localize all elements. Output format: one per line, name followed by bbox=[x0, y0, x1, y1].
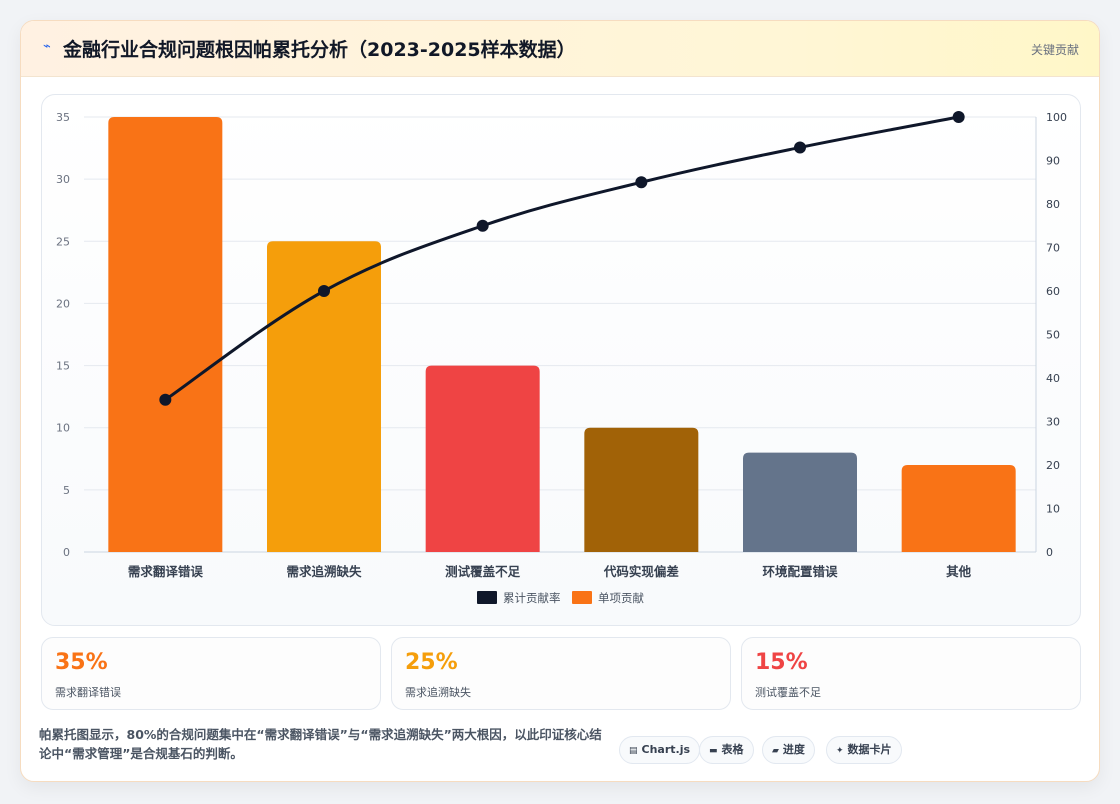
progress-icon: ▰ bbox=[772, 746, 779, 756]
bar-4 bbox=[584, 427, 699, 552]
cumulative-point-3 bbox=[476, 219, 489, 232]
y-right-tick-label: 100 bbox=[1046, 111, 1067, 124]
cumulative-point-2 bbox=[318, 285, 330, 297]
y-left-tick-label: 10 bbox=[56, 422, 70, 435]
chart-icon: ▤ bbox=[629, 746, 638, 756]
stat-label: 需求追溯缺失 bbox=[405, 686, 471, 699]
bar-5 bbox=[743, 452, 857, 552]
y-left-tick-label: 15 bbox=[56, 360, 70, 373]
y-right-tick-label: 20 bbox=[1046, 459, 1060, 472]
sparkle-icon: ✦ bbox=[836, 746, 844, 756]
bar-3 bbox=[425, 365, 540, 552]
summary-text: 帕累托图显示，80%的合规问题集中在“需求翻译错误”与“需求追溯缺失”两大根因，… bbox=[39, 727, 602, 761]
bar-6 bbox=[901, 465, 1016, 552]
y-left-tick-label: 5 bbox=[63, 484, 70, 497]
y-left-tick-label: 35 bbox=[56, 111, 70, 124]
tag-label: 进度 bbox=[782, 743, 805, 756]
y-right-tick-label: 10 bbox=[1046, 503, 1060, 516]
y-right-tick-label: 70 bbox=[1046, 242, 1060, 255]
stat-card-3: 15% 测试覆盖不足 bbox=[741, 637, 1081, 710]
y-left-tick-label: 20 bbox=[56, 297, 70, 310]
table-icon: ▬ bbox=[709, 746, 718, 756]
cumulative-point-5 bbox=[794, 141, 806, 154]
bar-1 bbox=[108, 117, 223, 552]
y-left-tick-label: 25 bbox=[56, 235, 70, 248]
card-header: ⌁ 金融行业合规问题根因帕累托分析（2023-2025样本数据） 关键贡献 bbox=[21, 21, 1099, 77]
x-tick-label: 代码实现偏差 bbox=[603, 564, 679, 579]
stat-label: 测试覆盖不足 bbox=[755, 686, 821, 699]
y-right-tick-label: 90 bbox=[1046, 155, 1060, 168]
tag-label: 表格 bbox=[721, 743, 744, 756]
tag-label: Chart.js bbox=[641, 743, 691, 756]
y-right-tick-label: 50 bbox=[1046, 329, 1060, 342]
stat-label: 需求翻译错误 bbox=[55, 686, 121, 699]
cumulative-line bbox=[164, 115, 959, 401]
lightning-icon: ⌁ bbox=[43, 39, 51, 54]
cumulative-point-6 bbox=[952, 111, 965, 123]
x-tick-label: 其他 bbox=[946, 564, 972, 579]
tag-label: 数据卡片 bbox=[847, 743, 892, 756]
x-tick-label: 需求翻译错误 bbox=[128, 564, 204, 579]
stat-card-2: 25% 需求追溯缺失 bbox=[391, 637, 731, 710]
x-tick-label: 环境配置错误 bbox=[762, 564, 838, 579]
stat-card-1: 35% 需求翻译错误 bbox=[41, 637, 381, 710]
bar-2 bbox=[267, 241, 381, 553]
tag-table[interactable]: ▬ 表格 bbox=[699, 736, 754, 764]
cumulative-point-4 bbox=[635, 176, 648, 189]
y-right-tick-label: 80 bbox=[1046, 198, 1060, 211]
stat-value: 15% bbox=[755, 650, 808, 675]
tag-progress[interactable]: ▰ 进度 bbox=[762, 736, 815, 764]
cumulative-point-1 bbox=[159, 393, 172, 406]
pareto-chart: 0 5 10 15 20 25 30 35 0 10 20 30 40 50 60 70 80 90 100 需求翻译… bbox=[56, 111, 1067, 605]
chart-card: ⌁ 金融行业合规问题根因帕累托分析（2023-2025样本数据） 关键贡献 0 5… bbox=[20, 20, 1100, 782]
legend-swatch bbox=[477, 591, 497, 604]
y-right-tick-label: 40 bbox=[1046, 372, 1060, 385]
key-contribution-link[interactable]: 关键贡献 bbox=[1030, 43, 1079, 57]
legend-swatch bbox=[572, 591, 592, 604]
x-tick-label: 测试覆盖不足 bbox=[445, 564, 521, 579]
x-tick-label: 需求追溯缺失 bbox=[286, 564, 362, 579]
page-title: 金融行业合规问题根因帕累托分析（2023-2025样本数据） bbox=[63, 39, 576, 61]
tag-chartjs[interactable]: ▤ Chart.js bbox=[619, 736, 701, 764]
chart-panel: 0 5 10 15 20 25 30 35 0 10 20 30 40 50 60 70 80 90 100 需求翻译… bbox=[41, 94, 1081, 626]
stat-value: 35% bbox=[55, 650, 108, 675]
y-right-tick-label: 30 bbox=[1046, 416, 1060, 429]
tag-data-card[interactable]: ✦ 数据卡片 bbox=[826, 736, 902, 764]
stat-value: 25% bbox=[405, 650, 458, 675]
legend-label: 累计贡献率 bbox=[503, 591, 561, 605]
legend-label: 单项贡献 bbox=[598, 591, 644, 605]
y-left-tick-label: 0 bbox=[63, 546, 70, 559]
y-right-tick-label: 0 bbox=[1046, 546, 1053, 559]
y-right-tick-label: 60 bbox=[1046, 285, 1060, 298]
y-left-tick-label: 30 bbox=[56, 173, 70, 186]
